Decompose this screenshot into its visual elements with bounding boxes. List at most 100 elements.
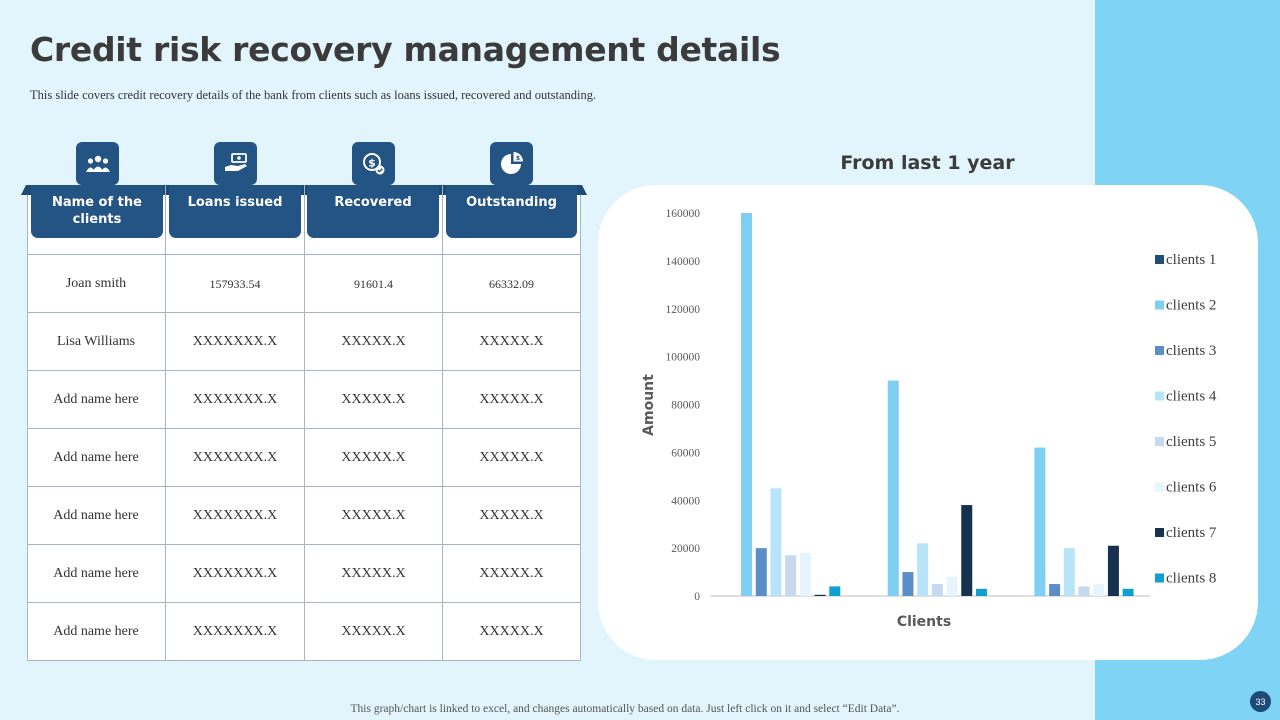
chart-panel: 0 20000 40000 60000 80000 100000 120000 140000 1…: [598, 185, 1258, 660]
bar-chart[interactable]: 0 20000 40000 60000 80000 100000 120000 140000 1…: [598, 185, 1258, 660]
bar: [931, 584, 943, 596]
table-divider: [304, 185, 305, 661]
cell-client-name: Add name here: [53, 624, 139, 639]
bar: [799, 552, 811, 596]
bar: [902, 572, 914, 596]
svg-text:$: $: [515, 154, 519, 161]
legend-label: clients 4: [1166, 389, 1217, 405]
table-divider: [27, 544, 581, 545]
table-divider: [27, 254, 581, 255]
table-divider: [27, 370, 581, 371]
legend-swatch: [1155, 437, 1164, 446]
bar: [1034, 447, 1046, 596]
hand-money-icon: [214, 142, 257, 185]
legend-swatch: [1155, 482, 1164, 492]
table-divider: [27, 428, 581, 429]
cell-loans-issued: XXXXXXX.X: [192, 450, 278, 465]
bar: [887, 380, 899, 596]
bar: [1093, 584, 1105, 596]
cell-recovered: XXXXX.X: [341, 566, 406, 581]
y-tick-label: 60000: [671, 447, 700, 459]
legend-swatch: [1155, 255, 1164, 264]
cell-outstanding: XXXXX.X: [479, 392, 544, 407]
svg-text:$: $: [368, 156, 376, 169]
bar: [946, 576, 958, 596]
bar: [1122, 588, 1134, 596]
table-divider: [27, 486, 581, 487]
bar: [770, 488, 782, 596]
cell-loans-issued: XXXXXXX.X: [192, 566, 278, 581]
column-header-loans: Loans issued: [169, 185, 301, 238]
x-axis-title: Clients: [897, 614, 951, 630]
bar: [829, 586, 841, 596]
legend-label: clients 3: [1166, 343, 1216, 359]
cell-loans-issued: XXXXXXX.X: [192, 624, 278, 639]
legend-swatch: [1155, 346, 1164, 355]
page-number: 33: [1250, 691, 1271, 712]
bar: [741, 213, 753, 596]
bar: [1063, 548, 1075, 596]
table-divider: [27, 602, 581, 603]
table-divider: [165, 185, 166, 661]
table-divider: [27, 312, 581, 313]
cell-loans-issued: XXXXXXX.X: [192, 334, 278, 349]
cell-loans-issued: 157933.54: [209, 276, 261, 291]
cell-recovered: XXXXX.X: [341, 624, 406, 639]
cell-client-name: Add name here: [53, 566, 139, 581]
y-tick-label: 20000: [671, 543, 700, 555]
y-tick-label: 40000: [671, 495, 700, 507]
cell-loans-issued: XXXXXXX.X: [192, 392, 278, 407]
cell-outstanding: 66332.09: [489, 276, 534, 291]
y-tick-label: 0: [694, 591, 700, 603]
cell-outstanding: XXXXX.X: [479, 508, 544, 523]
bar: [814, 594, 826, 596]
cell-recovered: 91601.4: [354, 276, 393, 291]
legend-label: clients 8: [1166, 571, 1216, 587]
legend-swatch: [1155, 300, 1164, 310]
bar: [975, 588, 987, 596]
bar: [961, 505, 973, 596]
legend-swatch: [1155, 391, 1164, 401]
page-subtitle: This slide covers credit recovery detail…: [30, 88, 597, 102]
cell-client-name: Add name here: [53, 508, 139, 523]
footer-note: This graph/chart is linked to excel, and…: [350, 703, 900, 715]
bar: [1107, 545, 1119, 596]
legend-label: clients 5: [1166, 434, 1216, 450]
cell-recovered: XXXXX.X: [341, 450, 406, 465]
y-tick-label: 80000: [671, 400, 700, 412]
y-tick-label: 120000: [666, 304, 701, 316]
column-header-outstanding: Outstanding: [446, 185, 577, 238]
cell-outstanding: XXXXX.X: [479, 624, 544, 639]
cell-loans-issued: XXXXXXX.X: [192, 508, 278, 523]
users-icon: [76, 142, 119, 185]
y-axis-title: Amount: [641, 374, 657, 436]
cell-recovered: XXXXX.X: [341, 392, 406, 407]
cell-recovered: XXXXX.X: [341, 334, 406, 349]
bar: [755, 548, 767, 596]
legend-swatch: [1155, 573, 1164, 583]
page-title: Credit risk recovery management details: [30, 30, 781, 69]
legend-swatch: [1155, 528, 1164, 537]
legend-label: clients 7: [1166, 525, 1217, 541]
cell-client-name: Lisa Williams: [56, 334, 136, 349]
cell-outstanding: XXXXX.X: [479, 566, 544, 581]
bar: [917, 543, 929, 596]
chart-title: From last 1 year: [840, 152, 1015, 174]
y-tick-label: 140000: [666, 256, 701, 268]
bar: [785, 555, 797, 596]
y-tick-label: 160000: [666, 208, 701, 220]
cell-outstanding: XXXXX.X: [479, 450, 544, 465]
column-header-name: Name of the clients: [31, 185, 163, 238]
cell-client-name: Add name here: [53, 450, 139, 465]
cell-recovered: XXXXX.X: [341, 508, 406, 523]
cell-client-name: Joan smith: [65, 276, 127, 291]
cell-outstanding: XXXXX.X: [479, 334, 544, 349]
pie-chart-icon: $: [490, 142, 533, 185]
legend-label: clients 6: [1166, 480, 1217, 496]
cell-client-name: Add name here: [53, 392, 139, 407]
bar: [1078, 586, 1090, 596]
dollar-coin-icon: $: [352, 142, 395, 185]
bar: [1049, 584, 1061, 596]
y-tick-label: 100000: [666, 352, 701, 364]
legend-label: clients 1: [1166, 252, 1216, 268]
